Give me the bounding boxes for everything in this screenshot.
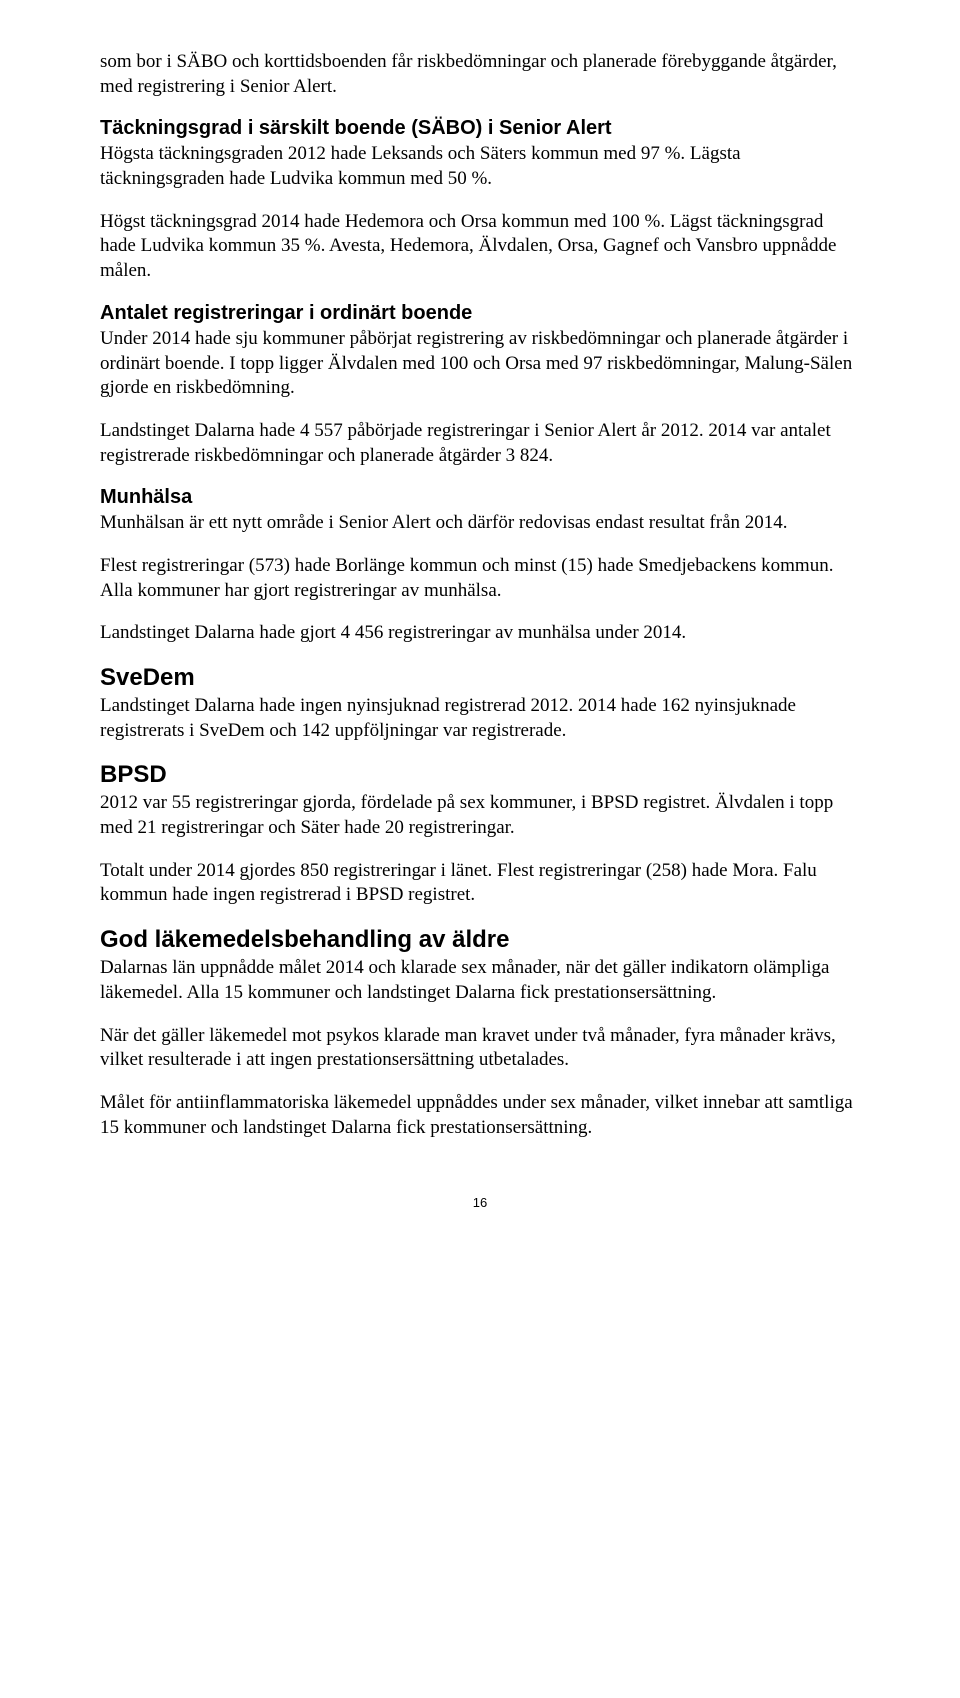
para-sec3-2: Flest registreringar (573) hade Borlänge… — [100, 554, 860, 603]
heading-bpsd: BPSD — [100, 761, 860, 789]
para-sec2-1: Under 2014 hade sju kommuner påbörjat re… — [100, 327, 860, 401]
para-sec1-2: Högst täckningsgrad 2014 hade Hedemora o… — [100, 210, 860, 284]
para-sec3-3: Landstinget Dalarna hade gjort 4 456 reg… — [100, 621, 860, 646]
heading-munhalsa: Munhälsa — [100, 486, 860, 509]
section-bpsd: BPSD 2012 var 55 registreringar gjorda, … — [100, 761, 860, 908]
para-sec5-1: 2012 var 55 registreringar gjorda, förde… — [100, 791, 860, 840]
heading-antal-registreringar: Antalet registreringar i ordinärt boende — [100, 302, 860, 325]
heading-lakemedel: God läkemedelsbehandling av äldre — [100, 926, 860, 954]
intro-paragraph: som bor i SÄBO och korttidsboenden får r… — [100, 50, 860, 99]
document-page: som bor i SÄBO och korttidsboenden får r… — [0, 0, 960, 1250]
page-number: 16 — [100, 1195, 860, 1210]
heading-svedem: SveDem — [100, 664, 860, 692]
para-sec4-1: Landstinget Dalarna hade ingen nyinsjukn… — [100, 694, 860, 743]
para-sec2-2: Landstinget Dalarna hade 4 557 påbörjade… — [100, 419, 860, 468]
para-sec6-3: Målet för antiinflammatoriska läkemedel … — [100, 1091, 860, 1140]
section-tackningsgrad: Täckningsgrad i särskilt boende (SÄBO) i… — [100, 117, 860, 283]
section-lakemedel: God läkemedelsbehandling av äldre Dalarn… — [100, 926, 860, 1140]
section-svedem: SveDem Landstinget Dalarna hade ingen ny… — [100, 664, 860, 743]
section-munhalsa: Munhälsa Munhälsan är ett nytt område i … — [100, 486, 860, 646]
para-sec6-1: Dalarnas län uppnådde målet 2014 och kla… — [100, 956, 860, 1005]
heading-tackningsgrad: Täckningsgrad i särskilt boende (SÄBO) i… — [100, 117, 860, 140]
para-sec5-2: Totalt under 2014 gjordes 850 registreri… — [100, 859, 860, 908]
para-sec6-2: När det gäller läkemedel mot psykos klar… — [100, 1024, 860, 1073]
para-sec1-1: Högsta täckningsgraden 2012 hade Leksand… — [100, 142, 860, 191]
para-sec3-1: Munhälsan är ett nytt område i Senior Al… — [100, 511, 860, 536]
section-antal-registreringar: Antalet registreringar i ordinärt boende… — [100, 302, 860, 468]
